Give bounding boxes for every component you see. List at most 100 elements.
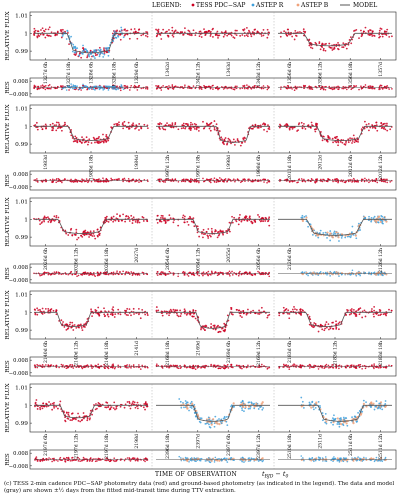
residual-data-point — [247, 178, 249, 181]
residual-tick-label: 0.008 — [13, 172, 28, 178]
flux-data-point — [315, 42, 318, 45]
flux-data-point — [49, 35, 52, 38]
residual-data-point — [218, 459, 221, 462]
flux-data-point — [111, 308, 114, 311]
time-tick-label: 2183d 18h — [378, 341, 384, 366]
transit-panel: 2183d 6h 2183d 12h 2183d 18h — [273, 291, 393, 376]
flux-data-point — [126, 307, 129, 310]
residual-data-point — [242, 85, 244, 87]
flux-data-point — [327, 134, 329, 137]
residual-data-point — [180, 180, 183, 183]
legend: LEGEND: TESS PDC−SAP ASTEP R ASTEP B MOD… — [152, 2, 377, 9]
residual-data-point — [262, 87, 265, 90]
flux-data-point — [123, 120, 126, 123]
flux-data-point — [88, 233, 90, 236]
flux-data-point — [63, 326, 66, 328]
flux-data-point — [160, 214, 163, 217]
flux-data-point — [74, 45, 77, 48]
flux-data-point — [351, 231, 353, 234]
flux-data-point — [226, 314, 229, 317]
flux-data-point — [360, 35, 363, 38]
residual-data-point — [136, 89, 139, 91]
residual-data-point — [41, 84, 44, 87]
flux-data-point — [96, 141, 99, 144]
residual-data-point — [253, 85, 256, 87]
flux-data-point — [294, 308, 296, 311]
flux-tick-label: 0.99 — [15, 328, 28, 334]
time-tick-label: 2026d 18h — [104, 248, 110, 273]
flux-data-point — [363, 127, 366, 130]
flux-data-point — [325, 326, 328, 329]
residual-data-point — [240, 273, 243, 276]
flux-data-point — [60, 29, 63, 31]
residual-data-point — [391, 88, 393, 90]
time-tick-label: 2011d 18h — [287, 155, 293, 180]
flux-data-point — [328, 45, 331, 48]
flux-data-point — [379, 35, 382, 38]
flux-data-point — [262, 34, 265, 37]
residual-data-point — [317, 368, 320, 370]
flux-data-point — [132, 122, 135, 125]
residual-data-point — [311, 88, 314, 91]
residual-data-point — [94, 460, 97, 463]
residual-data-point — [99, 180, 102, 183]
flux-data-point — [334, 137, 337, 140]
flux-data-point — [53, 406, 56, 409]
flux-data-point — [382, 123, 385, 125]
flux-data-point — [324, 327, 326, 330]
residual-data-point — [293, 89, 296, 92]
flux-data-point — [136, 37, 139, 40]
flux-data-point — [118, 121, 120, 124]
flux-data-point — [207, 30, 210, 33]
flux-data-point — [307, 124, 310, 127]
flux-data-point — [37, 309, 40, 312]
model-curve — [278, 125, 392, 141]
flux-data-point — [199, 30, 202, 33]
residual-data-point — [81, 274, 84, 276]
residual-data-point — [176, 367, 179, 369]
flux-data-point — [182, 33, 184, 36]
flux-data-point — [130, 28, 133, 31]
flux-data-point — [61, 35, 64, 38]
residual-data-point — [110, 177, 112, 180]
flux-data-point — [91, 235, 94, 237]
flux-data-point — [333, 43, 335, 46]
residual-data-point — [156, 87, 158, 90]
flux-data-point — [183, 215, 186, 218]
flux-data-point — [79, 323, 82, 326]
flux-data-point — [95, 50, 98, 53]
flux-data-point — [212, 418, 215, 421]
flux-data-point — [106, 313, 109, 316]
flux-data-point — [261, 401, 264, 404]
flux-data-point — [259, 124, 262, 127]
flux-data-point — [116, 213, 118, 216]
residual-data-point — [134, 180, 136, 183]
flux-data-point — [131, 222, 134, 224]
flux-data-point — [109, 408, 112, 410]
flux-data-point — [337, 144, 339, 147]
flux-data-point — [182, 127, 185, 129]
residual-data-point — [139, 368, 142, 370]
flux-data-point — [259, 405, 262, 408]
residual-data-point — [80, 89, 82, 91]
flux-data-point — [241, 399, 244, 402]
flux-data-point — [227, 137, 230, 140]
residual-data-point — [377, 367, 380, 369]
residual-data-point — [96, 274, 99, 276]
flux-data-point — [124, 33, 127, 36]
residual-data-point — [332, 366, 335, 369]
flux-data-point — [210, 423, 213, 426]
flux-data-point — [136, 407, 139, 410]
flux-data-point — [128, 220, 131, 222]
flux-data-point — [284, 309, 287, 311]
flux-data-point — [39, 408, 42, 411]
flux-data-point — [180, 406, 183, 409]
residual-data-point — [138, 364, 140, 366]
residual-data-point — [57, 271, 60, 274]
flux-panel-frame — [29, 11, 397, 61]
flux-data-point — [68, 323, 71, 326]
flux-data-point — [190, 34, 193, 37]
residual-data-point — [329, 275, 331, 277]
flux-data-point — [94, 49, 97, 51]
flux-data-point — [202, 127, 205, 130]
